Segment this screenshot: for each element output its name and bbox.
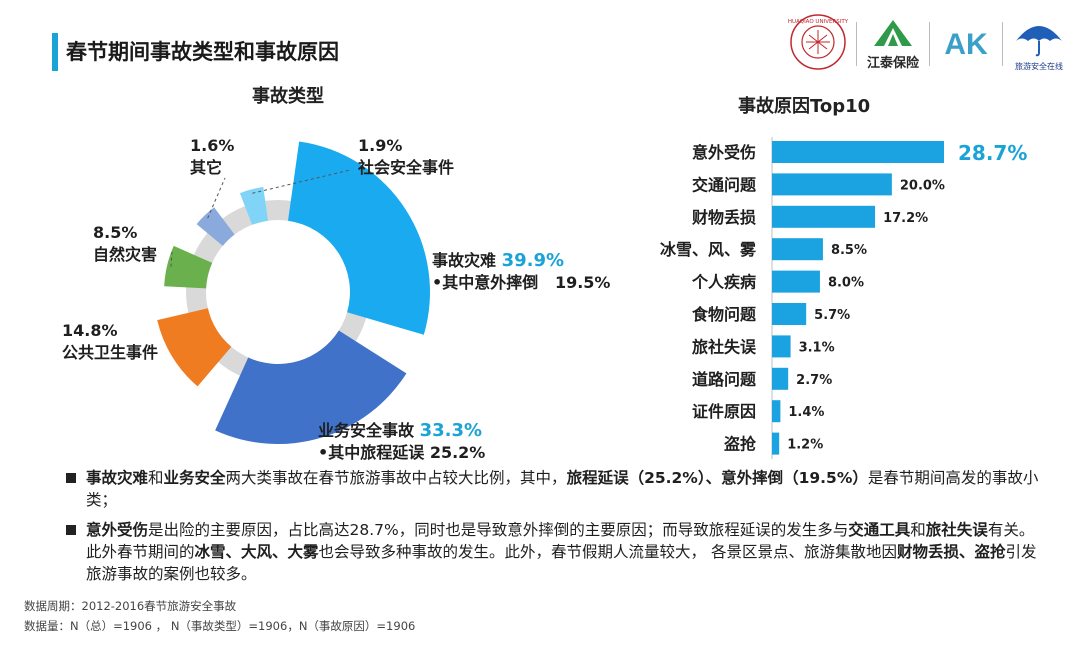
bar-value-label: 8.0% — [828, 276, 864, 291]
bar-category-label: 盗抢 — [724, 435, 757, 454]
bar-category-label: 旅社失误 — [692, 337, 757, 356]
bar-category-label: 意外受伤 — [692, 143, 756, 162]
bar-value-label: 2.7% — [796, 373, 832, 388]
logo-divider — [929, 22, 930, 66]
donut-slice — [288, 141, 430, 335]
note-item: 事故灾难和业务安全两大类事故在春节旅游事故中占较大比例，其中，旅程延误（25.2… — [66, 467, 1041, 511]
bar-category-label: 财物丢损 — [691, 208, 756, 227]
leader-line — [207, 177, 226, 219]
university-logo: HUAQIAO UNIVERSITY — [787, 13, 849, 75]
logo-divider — [1002, 22, 1003, 66]
bar-value-label: 1.2% — [787, 438, 823, 453]
leader-line — [252, 169, 351, 194]
bar-rect — [772, 432, 780, 455]
bar-category-label: 食物问题 — [691, 305, 757, 324]
bar-rect — [772, 367, 789, 390]
donut-slice — [215, 330, 407, 445]
slice-label-disaster: 事故灾难 39.9% •其中意外摔倒 19.5% — [432, 250, 611, 292]
logo-divider — [856, 22, 857, 66]
donut-slice — [239, 187, 268, 225]
donut-slice — [157, 308, 232, 387]
jiangtai-logo: 江泰保险 — [864, 18, 922, 71]
bar-rect — [772, 238, 823, 261]
bar-value-label: 20.0% — [900, 178, 945, 193]
bar-rect — [772, 400, 781, 423]
logo-strip: HUAQIAO UNIVERSITY 江泰保险 AK 旅游安全在线 — [787, 14, 1068, 74]
bar-category-label: 个人疾病 — [691, 273, 756, 292]
bar-rect — [772, 335, 791, 358]
bar-rect — [772, 141, 944, 163]
bar-rect — [772, 270, 820, 293]
slice-label-natural-disaster: 8.5% 自然灾害 — [93, 223, 158, 264]
bar-category-label: 冰雪、风、雾 — [660, 240, 757, 259]
title-accent-bar — [52, 33, 58, 71]
bullet-square-icon — [66, 473, 76, 483]
donut-chart-title: 事故类型 — [252, 86, 324, 107]
bar-value-label: 1.4% — [788, 405, 824, 420]
note-item: 意外受伤是出险的主要原因，占比高达28.7%，同时也是导致意外摔倒的主要原因；而… — [66, 519, 1041, 585]
leader-line — [170, 251, 173, 267]
bar-rect — [772, 173, 892, 196]
slice-label-business-safety: 业务安全事故 33.3% •其中旅程延误 25.2% — [318, 420, 486, 462]
summary-notes: 事故灾难和业务安全两大类事故在春节旅游事故中占较大比例，其中，旅程延误（25.2… — [66, 467, 1041, 593]
footer-data-period: 数据周期：2012-2016春节旅游安全事故 — [24, 599, 237, 613]
svg-text:HUAQIAO UNIVERSITY: HUAQIAO UNIVERSITY — [788, 19, 849, 25]
bar-rect — [772, 303, 807, 325]
slice-label-social-safety: 1.9% 社会安全事件 — [358, 136, 455, 177]
bar-category-label: 道路问题 — [692, 370, 757, 389]
footer-sample-size: 数据量：N（总）=1906 ， N（事故类型）=1906，N（事故原因）=190… — [24, 619, 416, 633]
bar-value-label: 17.2% — [883, 211, 928, 226]
svg-text:AK: AK — [944, 28, 988, 61]
bar-value-label: 3.1% — [799, 340, 835, 355]
bar-category-label: 证件原因 — [692, 402, 756, 421]
page-title: 春节期间事故类型和事故原因 — [66, 40, 339, 64]
donut-slice — [164, 245, 213, 289]
slice-label-other: 1.6% 其它 — [190, 136, 235, 177]
slice-label-public-health: 14.8% 公共卫生事件 — [62, 321, 159, 362]
bullet-square-icon — [66, 525, 76, 535]
bar-category-label: 交通问题 — [692, 175, 757, 194]
bar-value-label: 5.7% — [814, 308, 850, 323]
bar-value-label: 28.7% — [958, 141, 1027, 165]
bar-value-label: 8.5% — [831, 243, 867, 258]
ak-logo: AK — [937, 22, 995, 66]
safety-umbrella-logo: 旅游安全在线 — [1010, 17, 1068, 72]
bar-chart-title: 事故原因Top10 — [738, 96, 871, 117]
bar-rect — [772, 205, 876, 228]
donut-slice — [196, 207, 235, 246]
